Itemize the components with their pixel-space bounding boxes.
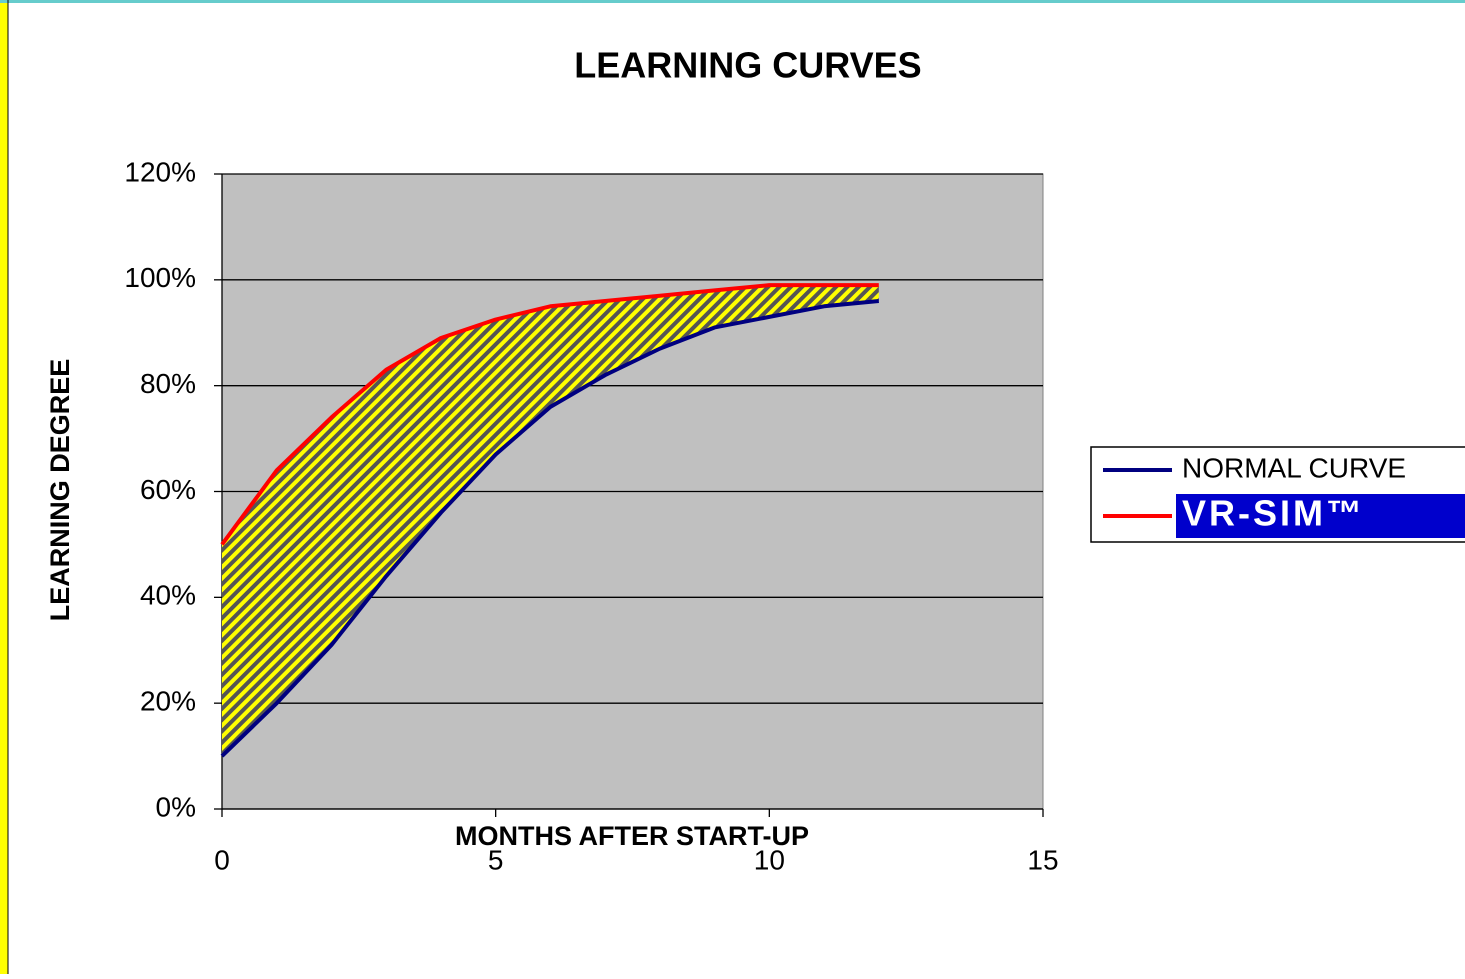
y-tick-label: 100%	[124, 262, 196, 293]
series-line	[220, 283, 879, 546]
x-tick-label: 15	[1027, 844, 1058, 875]
series-line	[220, 299, 879, 758]
x-tick-label: 10	[754, 844, 785, 875]
y-axis-label: LEARNING DEGREE	[45, 359, 75, 622]
frame-top	[0, 0, 1465, 3]
chart-title: LEARNING CURVES	[574, 45, 921, 86]
legend: NORMAL CURVE VR-SIM™	[1090, 446, 1465, 543]
band-fill	[222, 285, 879, 757]
legend-label: VR-SIM™	[1182, 493, 1365, 534]
y-tick-label: 0%	[156, 791, 196, 822]
frame-left	[0, 0, 8, 974]
legend-logo-bg	[1176, 494, 1465, 538]
y-tick-label: 120%	[124, 156, 196, 187]
x-tick-label: 0	[214, 844, 230, 875]
y-tick-label: 20%	[140, 686, 196, 717]
x-tick-label: 5	[488, 844, 504, 875]
legend-label: NORMAL CURVE	[1182, 452, 1406, 483]
x-axis-label: MONTHS AFTER START-UP	[455, 821, 809, 851]
y-tick-label: 40%	[140, 580, 196, 611]
y-tick-label: 80%	[140, 368, 196, 399]
y-tick-label: 60%	[140, 474, 196, 505]
